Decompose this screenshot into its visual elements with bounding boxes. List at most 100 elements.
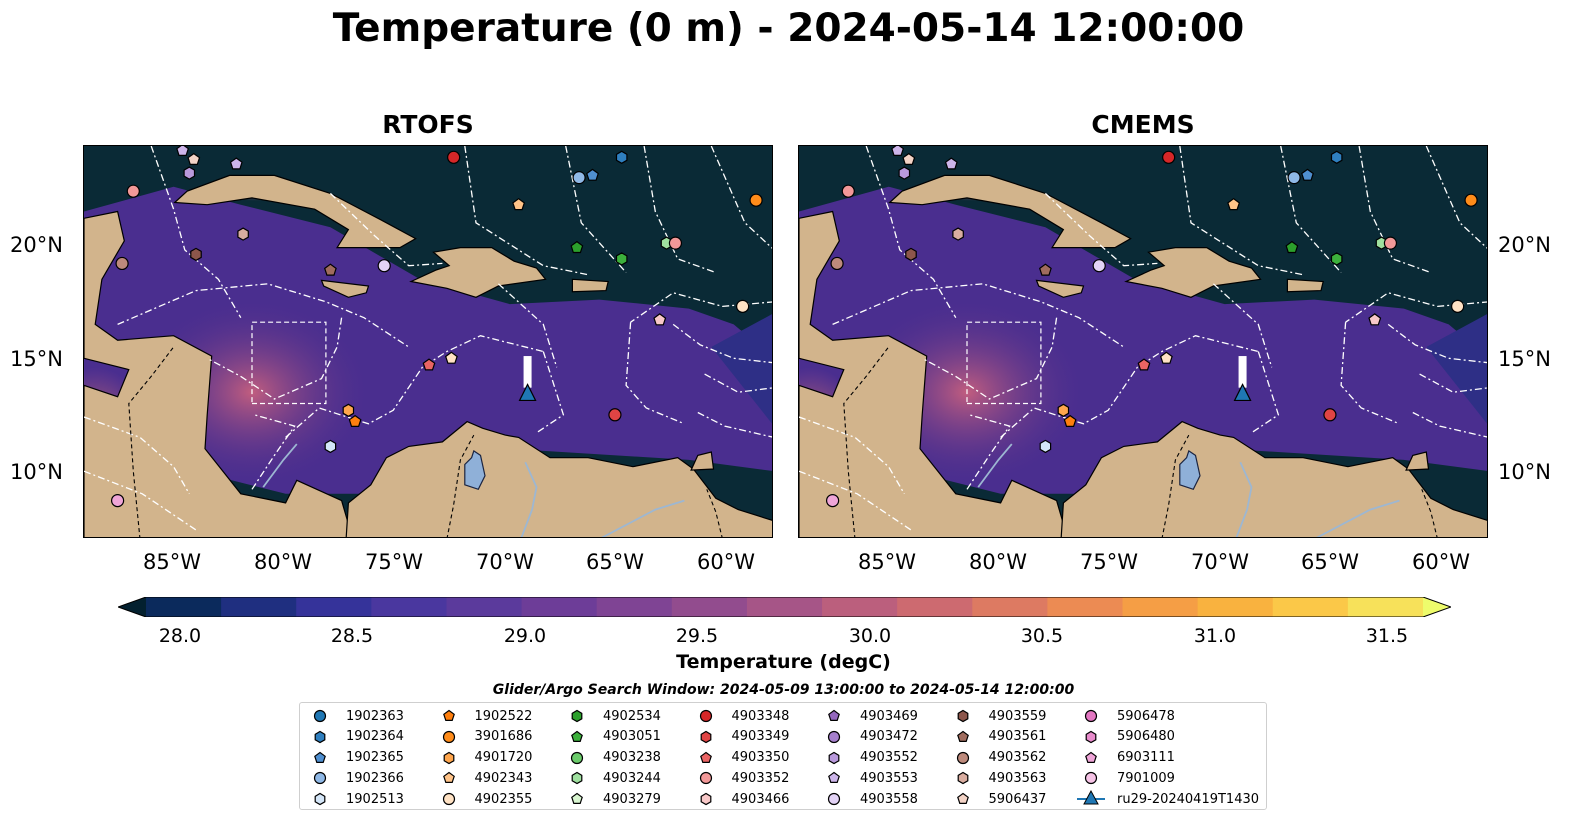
legend-item: 4903562 <box>947 748 1046 768</box>
map-panel-rtofs[interactable] <box>83 145 773 538</box>
x-tick-label: 70°W <box>476 550 534 574</box>
legend-item: 4903559 <box>947 706 1046 726</box>
legend-label: 4903469 <box>860 708 918 724</box>
legend-label: 4903552 <box>860 750 918 766</box>
argo-float-marker <box>183 166 196 180</box>
argo-float-marker <box>572 171 586 185</box>
legend-marker-shape <box>827 793 841 806</box>
eez-boundary-line <box>1425 146 1487 249</box>
river-line <box>977 443 1013 488</box>
legend-marker-icon <box>700 730 711 743</box>
legend-item: 7901009 <box>1075 768 1175 788</box>
legend-marker-icon <box>314 792 326 806</box>
legend-label: 4903238 <box>603 750 661 766</box>
legend-label: 4903558 <box>860 791 918 807</box>
legend-marker-shape <box>442 730 455 743</box>
colorbar-segment <box>596 597 673 617</box>
eez-boundary-line <box>643 146 717 274</box>
legend-item: 1902366 <box>304 768 404 788</box>
legend-item: 4903349 <box>690 727 789 747</box>
eez-boundary-line <box>697 411 772 438</box>
argo-float-marker <box>1057 403 1070 417</box>
legend-label: ru29-20240419T1430 <box>1117 791 1260 807</box>
legend-marker-shape <box>571 792 583 805</box>
map-panel-cmems[interactable] <box>798 145 1488 538</box>
legend-item: 5906478 <box>1075 706 1175 726</box>
river-line <box>520 461 538 537</box>
legend-item: 1902364 <box>304 727 404 747</box>
legend-marker-shape <box>956 730 969 742</box>
x-tick-label: 70°W <box>1191 550 1249 574</box>
argo-float-marker <box>749 193 763 207</box>
legend-marker-icon <box>571 730 583 742</box>
argo-float-marker <box>586 168 599 181</box>
eez-boundary-line <box>1251 351 1280 434</box>
legend-marker-icon <box>827 793 841 806</box>
legend-marker-icon <box>571 709 583 723</box>
figure-title: Temperature (0 m) - 2024-05-14 12:00:00 <box>332 6 1245 51</box>
legend-item: 1902365 <box>304 748 404 768</box>
legend-marker-shape <box>827 730 841 743</box>
eez-boundary-line <box>150 146 242 319</box>
legend-item: 4903238 <box>561 748 661 768</box>
jamaica-land <box>320 279 370 298</box>
legend-marker-icon <box>442 730 455 743</box>
legend-marker-icon <box>442 772 455 784</box>
colorbar-segment <box>146 597 222 617</box>
y-tick-label: 10°N <box>10 460 63 484</box>
country-border-line <box>446 434 475 537</box>
argo-float-marker <box>229 157 243 170</box>
legend-marker-icon <box>957 772 968 785</box>
legend-marker-icon <box>442 709 455 721</box>
eez-boundary-line <box>625 322 685 425</box>
legend-item: 4903553 <box>818 768 918 788</box>
legend-marker-shape <box>957 772 968 785</box>
argo-float-marker <box>1038 263 1052 276</box>
argo-float-marker <box>323 263 337 276</box>
legend-marker-icon <box>827 730 841 743</box>
legend-marker-shape <box>700 792 711 806</box>
legend-marker-icon <box>314 751 326 763</box>
legend-item: 4903563 <box>947 768 1046 788</box>
cuba-land <box>173 174 417 249</box>
legend-item: 1902513 <box>304 789 404 809</box>
legend-label: 4901720 <box>474 750 533 766</box>
legend-label: 4903051 <box>603 729 661 745</box>
colorbar-segment <box>822 597 898 617</box>
atlantic-shelf <box>1426 314 1487 424</box>
legend-marker-shape <box>828 772 840 784</box>
legend-marker-shape <box>956 792 969 805</box>
colorbar-tick-label: 30.0 <box>848 625 892 647</box>
colorbar-segment <box>1197 597 1274 617</box>
legend-marker-icon <box>956 730 969 742</box>
argo-float-marker <box>1063 414 1077 427</box>
legend-marker-icon <box>1084 709 1098 723</box>
legend-label: 4903352 <box>731 770 790 786</box>
legend-item: 4903279 <box>561 789 661 809</box>
legend-marker-shape <box>442 772 455 784</box>
eez-boundary-line <box>464 146 589 276</box>
legend-item: 1902363 <box>304 706 404 726</box>
legend-marker-shape <box>700 730 711 743</box>
search-box-outline <box>966 321 1042 405</box>
glider-marker[interactable] <box>518 383 537 402</box>
legend-marker-shape <box>699 772 712 785</box>
legend-marker-shape <box>828 709 840 721</box>
colorbar-tick-label: 31.0 <box>1193 625 1237 647</box>
colorbar <box>116 596 1453 618</box>
glider-marker[interactable] <box>1233 383 1252 402</box>
legend-marker-icon <box>571 772 583 785</box>
legend-marker-shape <box>1084 772 1098 785</box>
argo-float-marker <box>126 184 140 198</box>
argo-float-marker <box>1368 313 1382 326</box>
argo-float-marker <box>422 358 436 371</box>
legend-marker-shape <box>571 709 583 723</box>
legend-marker-icon <box>956 751 969 764</box>
argo-float-marker <box>512 197 526 211</box>
legend-label: 5906478 <box>1117 708 1175 724</box>
argo-float-marker <box>342 403 355 417</box>
argo-float-marker <box>237 227 249 241</box>
eez-boundary-line <box>1340 322 1400 425</box>
legend-marker-shape <box>443 751 454 764</box>
argo-float-marker <box>176 146 190 156</box>
